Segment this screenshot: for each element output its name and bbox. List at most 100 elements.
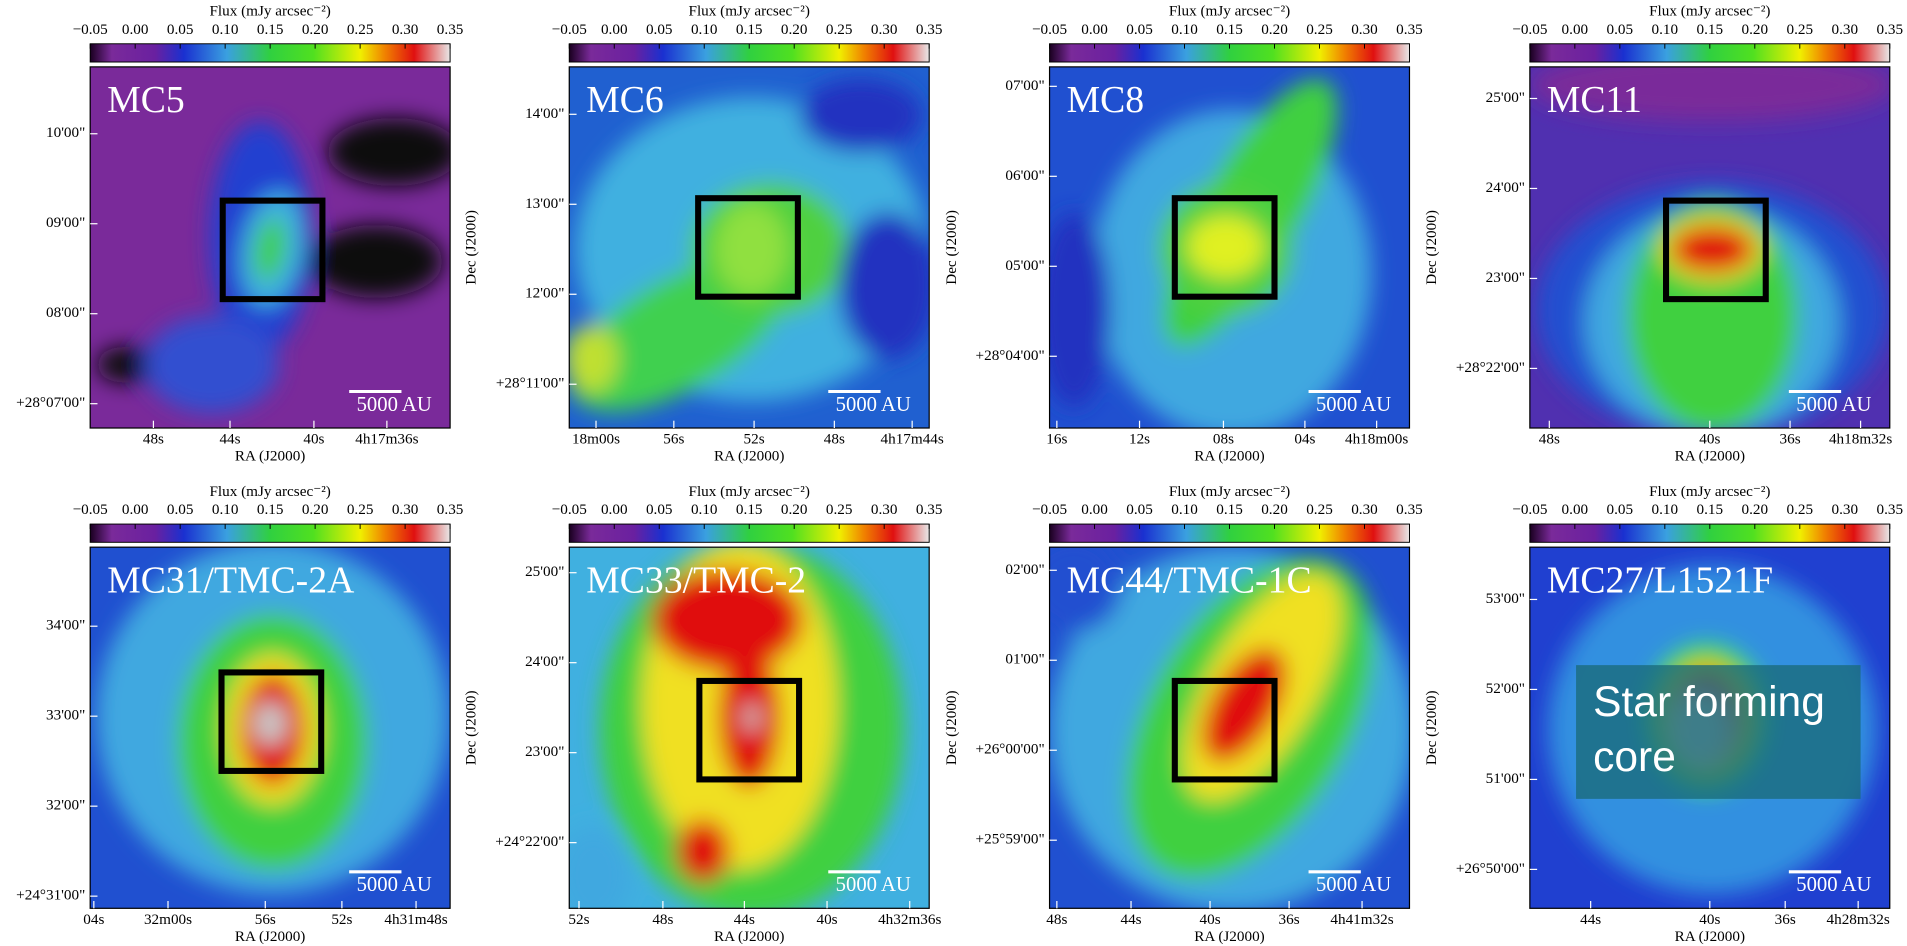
dec-tick-label: 08'00": [46, 304, 85, 321]
emission-blob: [254, 218, 286, 281]
dec-label: Dec (J2000): [462, 210, 479, 285]
colorbar-tick-label: 0.25: [1787, 21, 1814, 38]
ra-tick-label: 4h28m32s: [1827, 911, 1890, 928]
panel-title: MC44/TMC-1C: [1067, 559, 1312, 601]
colorbar-label: Flux (mJy arcsec⁻²): [209, 3, 330, 20]
colorbar-tick-label: 0.00: [601, 21, 628, 38]
dec-tick-label: 53'00": [1486, 590, 1525, 607]
ra-tick-label: 32m00s: [144, 911, 192, 928]
colorbar-tick-label: 0.30: [392, 21, 419, 38]
dec-tick-label: 13'00": [525, 195, 564, 212]
colorbar-tick-label: 0.35: [916, 501, 943, 518]
ra-tick-label: 40s: [1699, 431, 1720, 448]
colorbar-tick-label: 0.30: [871, 21, 898, 38]
ra-tick-label: 44s: [1580, 911, 1601, 928]
emission-blob: [1670, 226, 1754, 273]
ra-tick-label: 36s: [1780, 431, 1801, 448]
colorbar-label: Flux (mJy arcsec⁻²): [1169, 483, 1290, 500]
colorbar-tick-label: 0.20: [302, 21, 329, 38]
emission-blob: [1202, 648, 1286, 763]
core-box: [696, 677, 803, 783]
colorbar-tick-label: 0.35: [1876, 501, 1903, 518]
emission-blob: [1049, 547, 1123, 633]
ra-tick-label: 56s: [663, 431, 684, 448]
image: [1529, 66, 1890, 429]
emission-blob: [744, 702, 759, 732]
ra-tick-label: 4h32m36s: [878, 911, 941, 928]
emission-blob: [569, 324, 618, 393]
ra-tick-label: 52s: [331, 911, 352, 928]
colorbar-tick-label: −0.05: [1032, 21, 1067, 38]
ra-label: RA (J2000): [235, 448, 305, 465]
colorbar-tick-label: 0.20: [781, 501, 808, 518]
dec-tick-label: +28°07'00": [16, 394, 85, 411]
colorbar-tick-label: 0.15: [1216, 501, 1243, 518]
colorbar-tick-label: 0.00: [1562, 501, 1589, 518]
emission-blob: [651, 569, 803, 672]
core-box: [1171, 195, 1278, 300]
colorbar-tick-label: 0.20: [1261, 21, 1288, 38]
emission-blob: [96, 346, 158, 384]
dec-tick-label: 25'00": [1486, 89, 1525, 106]
dec-tick-label: 05'00": [1005, 257, 1044, 274]
annotation-box: [1576, 665, 1861, 799]
colorbar-label: Flux (mJy arcsec⁻²): [1649, 483, 1770, 500]
ra-tick-label: 04s: [1294, 431, 1315, 448]
emission-blob: [309, 224, 443, 298]
ra-label: RA (J2000): [1675, 928, 1745, 945]
colorbar-tick-label: 0.05: [1126, 501, 1153, 518]
dec-tick-label: 02'00": [1005, 561, 1044, 578]
dec-tick-label: 10'00": [46, 124, 85, 141]
emission-blob: [1049, 212, 1111, 408]
emission-blob: [800, 79, 922, 152]
colorbar-tick-label: −0.05: [73, 21, 108, 38]
annotation: Star forming core: [1593, 678, 1825, 780]
emission: [1049, 78, 1372, 429]
image-frame: [89, 66, 451, 429]
ra-label: RA (J2000): [714, 448, 784, 465]
colorbar-tick-label: 0.10: [691, 21, 718, 38]
ra-tick-label: 4h17m44s: [881, 431, 944, 448]
colorbar-tick-label: 0.10: [1171, 21, 1198, 38]
ra-label: RA (J2000): [1675, 448, 1745, 465]
dec-tick-label: +24°22'00": [495, 833, 564, 850]
dec-tick-label: 33'00": [46, 707, 85, 724]
ra-tick-label: 44s: [734, 911, 755, 928]
colorbar-tick-label: 0.05: [1126, 21, 1153, 38]
dec-tick-label: 24'00": [525, 653, 564, 670]
colorbar-tick-label: 0.25: [347, 501, 374, 518]
colorbar-tick-label: 0.00: [122, 501, 149, 518]
colorbar-tick-label: 0.00: [1562, 21, 1589, 38]
colorbar-tick-label: 0.20: [1742, 21, 1769, 38]
ra-tick-label: 48s: [652, 911, 673, 928]
ra-tick-label: 40s: [1200, 911, 1221, 928]
colorbar-tick-label: −0.05: [1512, 501, 1547, 518]
dec-tick-label: +24°31'00": [16, 887, 85, 904]
dec-tick-label: 12'00": [525, 285, 564, 302]
colorbar-tick-label: 0.35: [437, 501, 464, 518]
dec-label: Dec (J2000): [1423, 690, 1440, 765]
dec-tick-label: 34'00": [46, 617, 85, 634]
core-box: [219, 197, 326, 303]
colorbar-tick-label: 0.10: [691, 501, 718, 518]
scale-bar-label: 5000 AU: [357, 874, 432, 896]
ra-label: RA (J2000): [714, 928, 784, 945]
image: [90, 66, 451, 429]
ra-tick-label: 40s: [303, 431, 324, 448]
emission: [1049, 547, 1410, 909]
ra-label: RA (J2000): [1194, 448, 1264, 465]
image: [1049, 547, 1410, 909]
dec-tick-label: 25'00": [525, 563, 564, 580]
emission-blob: [676, 819, 730, 883]
ra-tick-label: 36s: [1775, 911, 1796, 928]
ra-label: RA (J2000): [1194, 928, 1264, 945]
scale-bar-label: 5000 AU: [1316, 874, 1391, 896]
emission-blob: [327, 117, 451, 187]
ra-tick-label: 56s: [255, 911, 276, 928]
colorbar-tick-label: 0.30: [1351, 501, 1378, 518]
colorbar-tick-label: 0.00: [1081, 501, 1108, 518]
colorbar-tick-label: 0.25: [1306, 21, 1333, 38]
colorbar-tick-label: 0.30: [871, 501, 898, 518]
dec-tick-label: 24'00": [1486, 179, 1525, 196]
